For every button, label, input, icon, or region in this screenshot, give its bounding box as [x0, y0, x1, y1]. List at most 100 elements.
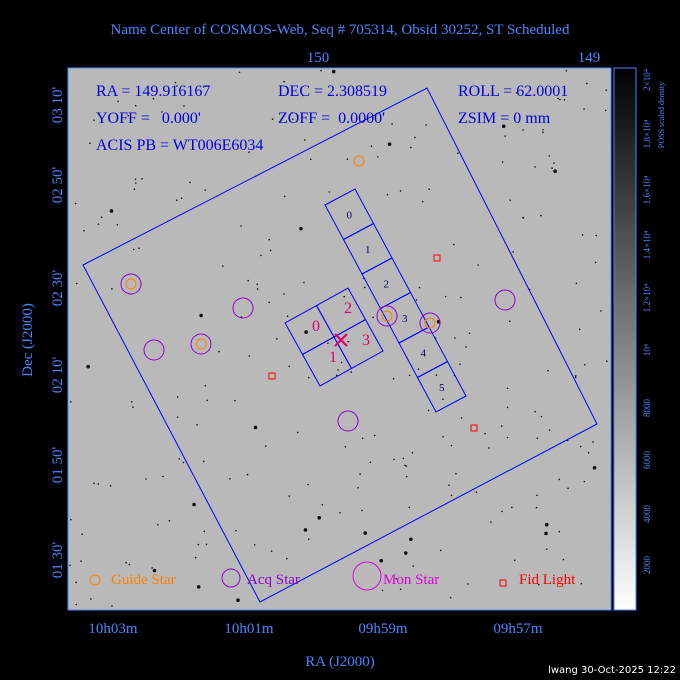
fid-light [470, 424, 478, 432]
star [205, 543, 208, 546]
star [506, 436, 509, 439]
star [425, 124, 427, 126]
star [141, 177, 143, 180]
star [350, 371, 353, 373]
star [501, 161, 504, 163]
star [343, 295, 346, 298]
star [581, 234, 584, 236]
star [587, 452, 590, 454]
acis-s-label: 2 [384, 278, 390, 290]
star [540, 214, 542, 217]
star [248, 355, 251, 357]
star [93, 482, 95, 485]
star [264, 445, 267, 447]
star [328, 191, 331, 193]
star [361, 437, 364, 440]
star [583, 480, 586, 483]
star [545, 548, 548, 550]
star [506, 387, 509, 390]
star [269, 249, 272, 252]
star [268, 238, 270, 241]
star [292, 118, 294, 120]
star [346, 158, 349, 160]
star [276, 338, 278, 340]
footer-stamp: lwang 30-Oct-2025 12:22 [548, 665, 676, 676]
star [392, 377, 395, 380]
star [509, 320, 511, 323]
left-tick-label: 02 10' [50, 356, 66, 393]
star [450, 494, 453, 497]
star [409, 537, 413, 542]
star [435, 374, 438, 376]
star [544, 522, 549, 527]
star [74, 202, 77, 205]
star [359, 473, 361, 475]
star [89, 142, 91, 144]
star [586, 82, 588, 85]
star [303, 281, 305, 284]
info-ra: RA = 149.916167 [96, 83, 210, 100]
bottom-tick-label: 09h57m [493, 621, 543, 637]
star [222, 265, 224, 267]
left-tick-label: 03 10' [50, 86, 66, 123]
colorbar-tick-label: 2×10⁴ [642, 69, 652, 91]
top-tick-label: 150 [307, 50, 330, 66]
star [307, 483, 309, 486]
star [80, 560, 82, 562]
star [229, 478, 231, 480]
star [408, 506, 411, 509]
bottom-tick-label: 09h59m [358, 621, 408, 637]
guide-star [195, 338, 207, 350]
star [246, 473, 249, 476]
star [303, 528, 308, 532]
star [291, 111, 293, 114]
bottom-tick-label: 10h03m [88, 621, 138, 637]
star [403, 551, 408, 555]
star [439, 549, 442, 552]
star [592, 441, 594, 443]
star [236, 598, 240, 602]
star [283, 80, 285, 83]
star [97, 223, 100, 225]
star [296, 431, 299, 434]
star [180, 197, 183, 199]
star [235, 529, 237, 532]
star [130, 401, 133, 403]
star [117, 100, 119, 103]
star [511, 506, 513, 509]
star [605, 360, 608, 363]
left-tick-label: 01 30' [50, 541, 66, 578]
star [411, 451, 414, 454]
star [553, 169, 557, 174]
star [477, 264, 479, 266]
star [151, 567, 153, 569]
star [183, 105, 185, 107]
star [405, 465, 408, 467]
star [575, 282, 578, 285]
star [194, 556, 197, 559]
star [563, 99, 566, 101]
star [542, 131, 544, 134]
star [337, 369, 339, 371]
star [331, 69, 336, 74]
star [488, 447, 490, 449]
star [522, 217, 525, 219]
star [544, 531, 548, 536]
star [404, 464, 406, 467]
acis-i-label: 3 [362, 332, 370, 349]
star [271, 118, 274, 120]
colorbar [613, 67, 637, 611]
star [460, 417, 463, 419]
star [548, 155, 551, 157]
star [391, 123, 393, 125]
guide-star [424, 317, 436, 329]
star [132, 406, 134, 408]
star [133, 188, 136, 191]
star [408, 374, 411, 377]
star [402, 457, 405, 460]
star [405, 475, 408, 478]
star [414, 136, 416, 139]
star [288, 495, 291, 497]
star [240, 225, 242, 227]
star [595, 234, 598, 237]
